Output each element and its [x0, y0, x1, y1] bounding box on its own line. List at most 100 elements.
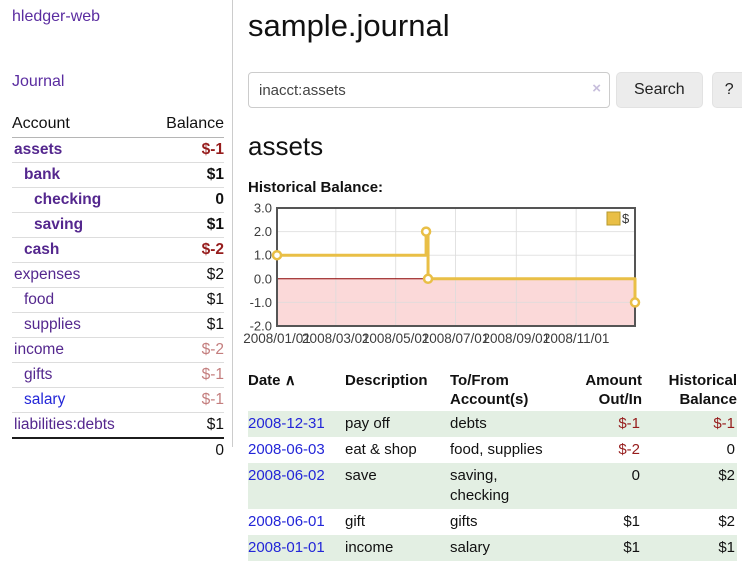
search-bar: × Search ? [248, 72, 742, 108]
account-row: gifts $-1 [12, 362, 224, 388]
y-axis-tick-label: -2.0 [250, 319, 272, 334]
transaction-balance: $2 [718, 513, 735, 530]
transaction-date-link[interactable]: 2008-06-01 [248, 513, 325, 530]
description-column-header: Description [345, 372, 428, 389]
transaction-amount: 0 [631, 467, 640, 484]
y-axis-tick-label: 2.0 [254, 224, 272, 239]
account-balance: $-1 [147, 362, 224, 388]
transaction-balance: 0 [726, 441, 735, 458]
transaction-amount: $-2 [618, 441, 640, 458]
account-link-food[interactable]: food [24, 291, 55, 308]
transaction-balance: $2 [718, 467, 735, 484]
amount-header-line2: Out/In [598, 391, 642, 408]
transaction-balance: $-1 [713, 415, 735, 432]
transaction-accounts: gifts [450, 513, 478, 530]
transaction-row: 2008-01-01 income salary $1 $1 [248, 535, 737, 561]
transaction-date-cell: 2008-01-01 [248, 535, 345, 561]
transaction-date-link[interactable]: 2008-06-02 [248, 467, 325, 484]
transaction-description: pay off [345, 415, 390, 432]
account-balance: $1 [147, 312, 224, 338]
transaction-date-link[interactable]: 2008-06-03 [248, 441, 325, 458]
historical-balance-chart: $3.0 2.0 1.0 0.0 -1.0 -2.02008/01/012008/03/0… [243, 201, 641, 346]
register-header-row: Date ∧ Description To/From Account(s) Am… [248, 369, 737, 411]
account-balance: $1 [147, 162, 224, 188]
account-link-assets[interactable]: assets [14, 141, 63, 158]
tofrom-header-line2: Account(s) [450, 391, 529, 408]
nav-journal-link[interactable]: Journal [12, 73, 65, 90]
chart-title: Historical Balance: [248, 179, 384, 196]
transaction-description: eat & shop [345, 441, 417, 458]
account-row: supplies $1 [12, 312, 224, 338]
amount-column-header: Amount Out/In [562, 369, 642, 411]
transaction-date-link[interactable]: 2008-12-31 [248, 415, 325, 432]
account-row: income $-2 [12, 337, 224, 363]
plot-border [276, 207, 636, 327]
transaction-row: 2008-06-03 eat & shop food, supplies $-2 0 [248, 437, 737, 463]
search-input[interactable] [248, 72, 610, 108]
account-heading: assets [248, 131, 324, 161]
accounts-total-row: 0 [12, 437, 224, 463]
transaction-description: gift [345, 513, 366, 530]
account-link-liabilities-debts[interactable]: liabilities:debts [14, 416, 115, 433]
transaction-row: 2008-06-01 gift gifts $1 $2 [248, 509, 737, 535]
register-table: Date ∧ Description To/From Account(s) Am… [248, 369, 737, 561]
account-link-checking[interactable]: checking [34, 191, 102, 208]
account-balance: $1 [147, 212, 224, 238]
sidebar: hledger-web Journal Account Balance asse… [0, 0, 233, 463]
account-link-expenses[interactable]: expenses [14, 266, 81, 283]
transaction-description: save [345, 467, 377, 484]
account-link-income[interactable]: income [14, 341, 64, 358]
account-link-bank[interactable]: bank [24, 166, 61, 183]
account-row: saving $1 [12, 212, 224, 238]
account-link-saving[interactable]: saving [34, 216, 84, 233]
transaction-date-cell: 2008-06-02 [248, 463, 345, 509]
legend-swatch [606, 211, 621, 226]
amount-header-line1: Amount [585, 372, 642, 389]
x-axis-tick-label: 2008/09/01 [483, 331, 551, 346]
balance-header-line1: Historical [668, 372, 737, 389]
account-balance: 0 [147, 187, 224, 213]
account-row: cash $-2 [12, 237, 224, 263]
transaction-accounts: food, supplies [450, 441, 543, 458]
date-column-header[interactable]: Date ∧ [248, 369, 345, 411]
transaction-date-link[interactable]: 2008-01-01 [248, 539, 325, 556]
account-balance: $-2 [147, 237, 224, 263]
y-axis-tick-label: 0.0 [254, 271, 272, 286]
y-axis-tick-label: 3.0 [254, 201, 272, 216]
tofrom-header-line1: To/From [450, 372, 509, 389]
data-point-marker [422, 273, 434, 285]
account-row: expenses $2 [12, 262, 224, 288]
account-link-gifts[interactable]: gifts [24, 366, 53, 383]
transaction-amount: $-1 [618, 415, 640, 432]
account-balance: $1 [147, 287, 224, 313]
account-link-cash[interactable]: cash [24, 241, 60, 258]
account-balance: $1 [147, 412, 224, 439]
account-balance: $-2 [147, 337, 224, 363]
transaction-accounts: salary [450, 539, 491, 556]
clear-search-icon[interactable]: × [592, 80, 601, 97]
search-button[interactable]: Search [616, 72, 703, 108]
x-axis-tick-label: 2008/05/01 [362, 331, 430, 346]
x-axis-tick-label: 2008/01/01 [243, 331, 311, 346]
account-row: assets $-1 [12, 137, 224, 163]
main-content: sample.journal × Search ? assets Histori… [233, 0, 742, 561]
account-column-header: Account [12, 113, 148, 138]
x-axis-tick-label: 2008/11/01 [543, 331, 610, 346]
y-axis-tick-label: 1.0 [254, 248, 272, 263]
account-link-salary[interactable]: salary [24, 391, 66, 408]
y-axis-tick-label: -1.0 [250, 295, 272, 310]
data-point-marker [629, 297, 641, 308]
transaction-date-cell: 2008-06-01 [248, 509, 345, 535]
accounts-table-header: Account Balance [12, 113, 224, 138]
transaction-amount: $1 [623, 513, 640, 530]
account-row: liabilities:debts $1 [12, 412, 224, 439]
transaction-amount: $1 [623, 539, 640, 556]
account-balance: $-1 [147, 137, 224, 163]
transaction-row: 2008-06-02 save saving, checking 0 $2 [248, 463, 737, 509]
account-balance: $-1 [147, 387, 224, 413]
brand-link[interactable]: hledger-web [12, 8, 101, 25]
account-link-supplies[interactable]: supplies [24, 316, 81, 333]
sidebar-total-balance: 0 [147, 437, 224, 463]
help-button[interactable]: ? [711, 72, 742, 108]
x-axis-tick-label: 2008/07/01 [422, 331, 490, 346]
